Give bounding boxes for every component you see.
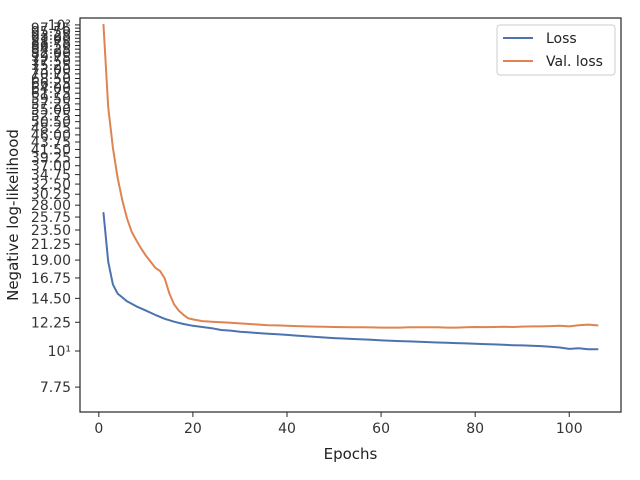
- legend-label-val-loss: Val. loss: [546, 54, 603, 70]
- y-tick-label: 52.75: [31, 108, 71, 124]
- y-tick-label: 10²: [48, 18, 71, 34]
- y-tick-label: 97.75: [31, 21, 71, 37]
- y-tick-label: 59.50: [31, 91, 71, 107]
- x-tick-label: 0: [94, 421, 103, 437]
- y-tick-label: 77.50: [31, 54, 71, 70]
- x-tick-label: 20: [184, 421, 202, 437]
- y-tick-label: 25.75: [31, 210, 71, 226]
- x-tick-label: 60: [372, 421, 390, 437]
- x-tick-label: 80: [466, 421, 484, 437]
- plot-frame: [79, 17, 622, 413]
- y-tick-label: 61.75: [31, 86, 71, 102]
- legend-label-loss: Loss: [546, 31, 577, 47]
- y-tick-label: 12.25: [31, 315, 71, 331]
- y-tick-label: 86.50: [31, 38, 71, 54]
- y-tick-label: 32.50: [31, 177, 71, 193]
- y-tick-label: 50.50: [31, 115, 71, 131]
- y-tick-label: 82.00: [31, 46, 71, 62]
- y-axis-label: Negative log-likelihood: [4, 129, 22, 301]
- y-tick-label: 70.75: [31, 67, 71, 83]
- y-tick-label: 37.00: [31, 159, 71, 175]
- y-tick-label: 19.00: [31, 253, 71, 269]
- plot-lines: [102, 23, 599, 351]
- y-tick-label: 88.75: [31, 35, 71, 51]
- y-tick-label: 48.25: [31, 121, 71, 137]
- y-tick-label: 75.25: [31, 58, 71, 74]
- y-tick-label: 66.25: [31, 76, 71, 92]
- y-tick-label: 30.25: [31, 187, 71, 203]
- y-tick-label: 16.75: [31, 271, 71, 287]
- legend: Loss Val. loss: [496, 24, 616, 76]
- y-tick-label: 57.25: [31, 97, 71, 113]
- y-tick-label: 39.25: [31, 150, 71, 166]
- y-axis-ticks: 7.75 10¹ 12.25 14.50 16.75 19.0021.2523.5025.…: [31, 18, 80, 396]
- y-tick-label: 10¹: [48, 344, 71, 360]
- y-tick-label: 84.25: [31, 42, 71, 58]
- y-tick-label: 68.50: [31, 71, 71, 87]
- y-tick-label: 46.00: [31, 128, 71, 144]
- x-tick-label: 40: [278, 421, 296, 437]
- y-tick-label: 95.50: [31, 24, 71, 40]
- x-axis-ticks: 0 20 40 60 80 100: [94, 412, 583, 437]
- y-tick-label: 43.75: [31, 135, 71, 151]
- y-tick-label: 73.00: [31, 62, 71, 78]
- y-tick-label: 41.50: [31, 142, 71, 158]
- y-tick-label: 23.50: [31, 223, 71, 239]
- series-line-loss: [102, 212, 599, 351]
- y-tick-label: 55.00: [31, 103, 71, 119]
- y-tick-label: 7.75: [40, 380, 71, 396]
- y-tick-label: 34.75: [31, 168, 71, 184]
- y-tick-label: 79.75: [31, 50, 71, 66]
- x-tick-label: 100: [556, 421, 583, 437]
- y-tick-label: 21.25: [31, 237, 71, 253]
- series-line-val-loss: [102, 23, 599, 329]
- y-tick-label: 93.25: [31, 28, 71, 44]
- y-tick-label: 14.50: [31, 291, 71, 307]
- y-tick-label: 91.00: [31, 31, 71, 47]
- x-axis-label: Epochs: [324, 445, 378, 463]
- y-tick-label: 28.00: [31, 198, 71, 214]
- y-tick-label: 64.00: [31, 81, 71, 97]
